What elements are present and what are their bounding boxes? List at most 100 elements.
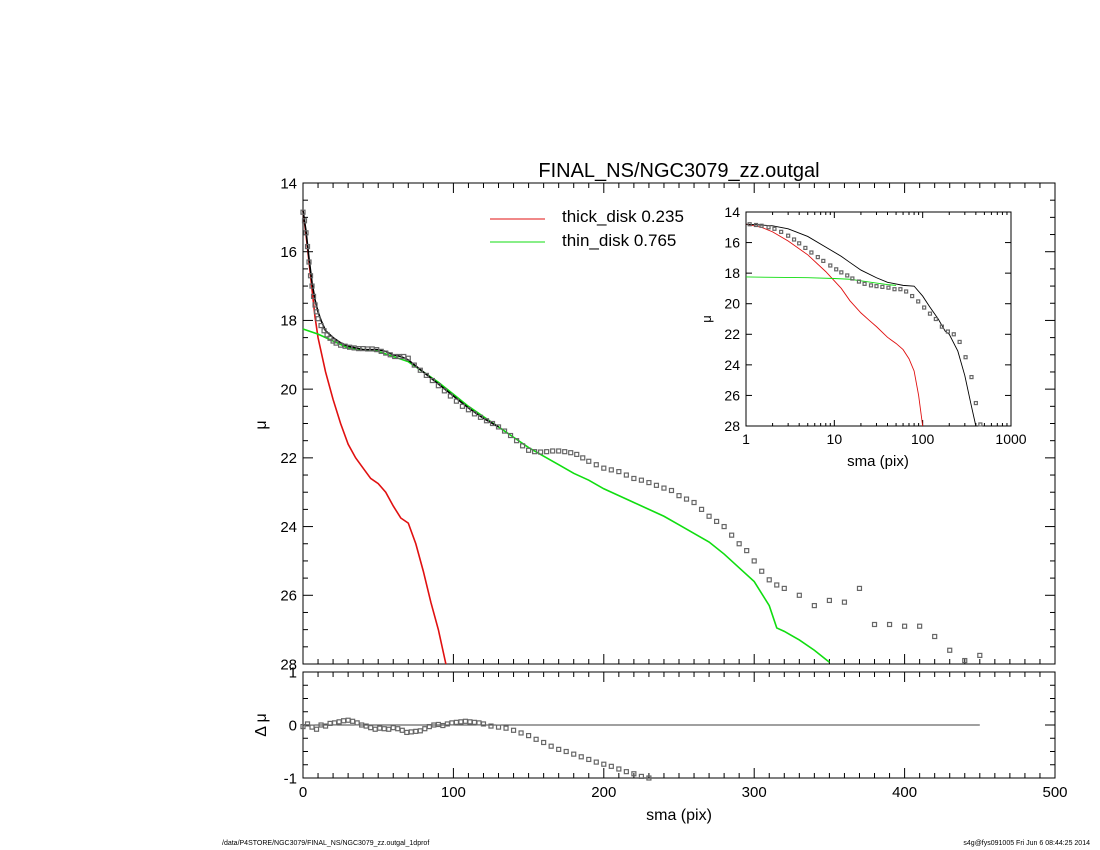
- inset-series: [745, 222, 983, 427]
- resid-data-point: [395, 726, 401, 732]
- legend-thin-label: thin_disk 0.765: [562, 231, 676, 250]
- inset-data-point: [747, 222, 752, 227]
- main-data-point: [774, 582, 780, 588]
- main-y-tick-label: 16: [280, 244, 297, 261]
- main-y-tick-label: 20: [280, 381, 297, 398]
- main-data-point: [501, 428, 508, 434]
- main-data-point: [713, 518, 720, 525]
- inset-y-tick-label: 14: [724, 204, 740, 220]
- resid-data-point: [638, 773, 645, 780]
- resid-data-point: [422, 726, 428, 732]
- main-data-point: [507, 432, 514, 439]
- legend-thick-label: thick_disk 0.235: [562, 207, 684, 226]
- main-data-point: [513, 438, 520, 444]
- main-data-point: [324, 332, 330, 338]
- resid-data-point: [503, 725, 509, 731]
- main-data-point: [962, 657, 968, 664]
- main-y-tick-label: 18: [280, 313, 297, 330]
- inset-y-tick-label: 26: [724, 387, 740, 403]
- main-data-point: [309, 283, 315, 289]
- inset-y-tick-label: 16: [724, 234, 740, 250]
- inset-plot-frame: [745, 211, 1012, 427]
- resid-data-point: [399, 727, 405, 733]
- resid-data-point: [413, 728, 419, 734]
- inset-y-tick-label: 28: [724, 418, 740, 434]
- resid-data-point: [386, 726, 392, 732]
- inset-data-point: [834, 267, 839, 272]
- main-data-point: [691, 499, 697, 506]
- main-data-point: [706, 513, 712, 519]
- inset-data-point: [927, 311, 933, 316]
- main-data-point: [744, 548, 750, 554]
- main-data-point: [608, 467, 614, 473]
- main-data-point: [766, 577, 772, 583]
- main-data-point: [315, 316, 321, 322]
- main-data-point: [532, 449, 538, 455]
- inset-y-axis-label: μ: [699, 315, 714, 323]
- resid-data-point: [571, 751, 577, 757]
- inset-y-tick-label: 20: [724, 296, 740, 312]
- inset-data-point: [978, 422, 983, 427]
- inset-data-point: [809, 250, 814, 255]
- main-panel: FINAL_NS/NGC3079_zz.outgal 14 16 18 20 22 24 2…: [253, 160, 1056, 673]
- main-data-point: [811, 602, 817, 609]
- resid-data-point: [345, 717, 351, 723]
- main-data-point: [483, 418, 490, 424]
- resid-data-point: [381, 726, 387, 732]
- main-data-point: [550, 448, 556, 454]
- resid-data-point: [525, 732, 532, 739]
- inset-data-point: [828, 263, 833, 268]
- inset-data-point: [821, 258, 826, 264]
- main-data-point: [318, 322, 324, 329]
- resid-data-point: [440, 722, 446, 729]
- resid-data-point: [631, 771, 637, 777]
- inset-data-point: [839, 270, 844, 275]
- inset-data-point: [862, 281, 867, 286]
- x-axis-label: sma (pix): [646, 807, 712, 824]
- resid-data-point: [623, 769, 629, 775]
- main-data-point: [304, 243, 311, 250]
- inset-data-point: [868, 283, 874, 288]
- main-data-point: [856, 585, 863, 592]
- main-data-point: [405, 355, 411, 361]
- main-data-point: [721, 523, 727, 530]
- inset-data-point: [957, 339, 962, 345]
- resid-data-point: [518, 730, 524, 736]
- main-data-point: [871, 621, 878, 628]
- inset-data-point: [850, 276, 855, 281]
- main-data-point: [977, 652, 983, 659]
- main-data-point: [932, 633, 938, 640]
- resid-data-point: [408, 729, 414, 735]
- resid-data-point: [601, 761, 607, 767]
- inset-data-point: [922, 305, 927, 310]
- main-y-tick-label: 14: [280, 175, 297, 192]
- inset-data-point: [933, 316, 938, 322]
- main-data-point: [826, 597, 833, 604]
- resid-data-point: [390, 725, 396, 731]
- resid-y-tick-label: 1: [289, 664, 297, 681]
- resid-data-point: [368, 725, 374, 731]
- main-data-point: [327, 335, 333, 341]
- main-data-point: [568, 450, 574, 456]
- resid-data-point: [510, 727, 517, 733]
- main-data-point: [601, 465, 607, 471]
- main-data-point: [653, 482, 660, 488]
- resid-data-point: [578, 754, 584, 760]
- inset-data-point: [969, 374, 974, 380]
- resid-data-point: [350, 718, 356, 724]
- main-data-point: [544, 449, 550, 455]
- resid-data-point: [322, 723, 329, 729]
- resid-data-point: [377, 725, 383, 731]
- inset-axes: 14 16 18 20 22 24 26 281 10 100 1000: [724, 204, 1026, 447]
- inset-data-point: [759, 223, 764, 228]
- main-data-point: [303, 230, 309, 236]
- main-data-point: [646, 479, 652, 486]
- main-data-point: [616, 469, 622, 475]
- inset-data-point: [779, 229, 784, 234]
- inset-data-point: [772, 226, 777, 231]
- inset-data-point: [803, 245, 808, 251]
- resid-data-point: [309, 724, 315, 730]
- resid-data-point: [404, 729, 410, 736]
